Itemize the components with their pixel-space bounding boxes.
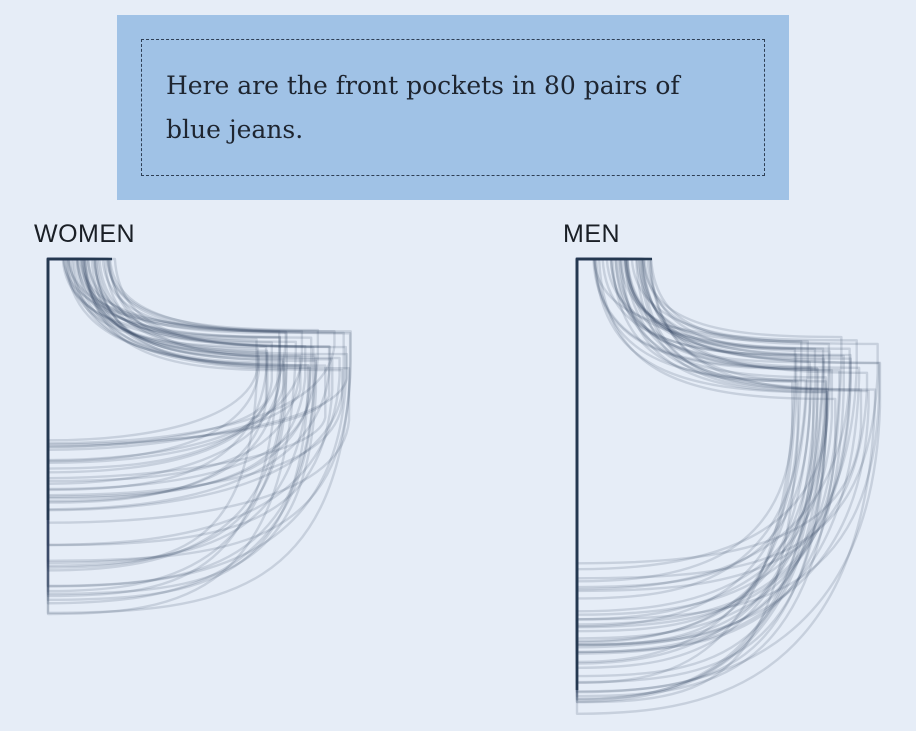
men-pocket-outline [575,257,851,591]
women-pocket-outline [46,257,302,483]
men-pocket-outline [575,257,879,580]
men-pocket-outline [575,257,858,616]
women-pocket-outline [46,257,344,497]
women-pocket-outline [46,257,345,512]
men-pocket-outline [575,257,828,684]
men-pocket-outline [575,257,797,685]
women-pocket-outline [46,257,288,567]
women-pocket-outline [46,257,312,491]
men-pocket-outline [575,257,834,621]
women-pocket-outline [46,257,258,569]
men-pocket-outline [575,257,798,647]
men-pocket-outline [575,257,852,640]
men-pocket-outline [575,257,845,654]
women-pocket-outline [46,257,282,503]
men-pocket-overlay [575,257,882,715]
women-pocket-outline [46,257,269,492]
men-pocket-outline [575,257,869,593]
men-pocket-outline [575,257,825,670]
men-pocket-outline [575,257,817,646]
men-pocket-outline [575,257,841,654]
women-pocket-outline [46,257,315,605]
men-pocket-outline [575,257,863,565]
women-pocket-outline [46,257,352,562]
women-pocket-outline [46,257,286,465]
women-pocket-outline [46,257,285,572]
women-pocket-outline [46,257,287,470]
men-pocket-outline [575,257,813,633]
men-pocket-outline [575,257,828,647]
men-pocket-outline [575,257,877,715]
men-pocket-outline [575,257,861,655]
women-pocket-outline [46,257,318,596]
women-pocket-outline [46,257,261,463]
women-pocket-outline [46,257,336,445]
men-pocket-outline [575,257,825,701]
men-pocket-outline [575,257,812,589]
women-pocket-outline [46,257,349,448]
women-pocket-outline [46,257,304,462]
men-pocket-outline [575,257,807,600]
men-pocket-outline [575,257,794,583]
women-pocket-outline [46,257,269,504]
men-pocket-outline [575,257,829,571]
women-pocket-outline [46,257,281,485]
women-pocket-outline [46,257,332,511]
women-pocket-outline [46,257,298,616]
women-pocket-outline [46,257,331,446]
women-pocket-outline [46,257,313,565]
men-pocket-outline [575,257,852,629]
men-pocket-outline [575,257,882,694]
men-pocket-outline [575,257,843,698]
men-pocket-outline [575,257,829,693]
intro-callout: Here are the front pockets in 80 pairs o… [117,15,789,200]
women-pocket-outline [46,257,334,547]
men-pocket-outline [575,257,831,665]
men-pocket-outline [575,257,831,643]
women-pocket-outline [46,257,274,474]
women-pocket-outline [46,257,310,602]
men-pocket-outline [575,257,819,678]
women-pocket-outline [46,257,317,588]
men-pocket-waist-edge [575,257,652,690]
women-pocket-outline [46,257,260,442]
women-pocket-outline [46,257,268,449]
women-pocket-outline [46,257,288,593]
women-pocket-outline [46,257,281,598]
women-pocket-outline [46,257,348,588]
women-pocket-outline [46,257,327,480]
men-group-label: MEN [563,220,621,248]
callout-dashed-frame: Here are the front pockets in 80 pairs o… [141,39,765,176]
men-pocket-outline [575,257,870,649]
men-pocket-outline [575,257,828,613]
men-pocket-outline [575,257,799,628]
men-pocket-outline [575,257,881,621]
men-pocket-outline [575,257,809,664]
men-pocket-outline [575,257,826,703]
women-pocket-outline [46,257,320,498]
men-pocket-outline [575,257,837,626]
callout-text: Here are the front pockets in 80 pairs o… [166,71,680,144]
women-pocket-outline [46,257,352,615]
men-pocket-outline [575,257,820,644]
women-pocket-outline [46,257,302,451]
men-pocket-outline [575,257,815,701]
women-pocket-waist-edge [46,257,112,520]
women-group-label: WOMEN [34,220,136,248]
women-pocket-outline [46,257,351,524]
men-pocket-outline [575,257,803,704]
women-pocket-overlay [46,257,352,616]
women-pocket-outline [46,257,341,547]
women-pocket-outline [46,257,307,500]
